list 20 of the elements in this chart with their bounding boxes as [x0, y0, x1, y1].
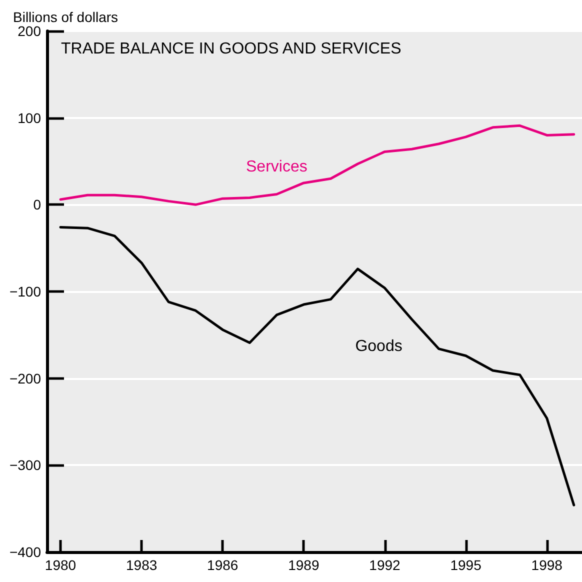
x-tick-label: 1992 — [369, 557, 401, 573]
line-series — [59, 226, 576, 506]
series-label: Goods — [355, 338, 402, 355]
y-tick-label: −400 — [9, 544, 42, 560]
x-tick-label: 1983 — [126, 557, 158, 573]
x-tick-label: 1995 — [450, 557, 482, 573]
x-tick-label: 1998 — [531, 557, 563, 573]
y-tick-label: −200 — [9, 370, 42, 386]
series-label: Services — [246, 158, 308, 176]
y-tick-label: 200 — [18, 23, 42, 39]
y-axis-title: Billions of dollars — [13, 9, 118, 25]
text: TRADE BALANCE IN GOODS AND SERVICES — [61, 40, 402, 58]
y-tick-label: −100 — [9, 284, 42, 300]
line-series — [59, 124, 576, 206]
y-tick-label: 0 — [33, 196, 42, 213]
x-tick-label: 1980 — [44, 557, 76, 573]
y-tick-label: 100 — [18, 110, 42, 126]
x-tick-label: 1986 — [207, 557, 238, 573]
x-tick-label: 1989 — [288, 557, 320, 573]
y-tick-label: −300 — [9, 457, 42, 474]
